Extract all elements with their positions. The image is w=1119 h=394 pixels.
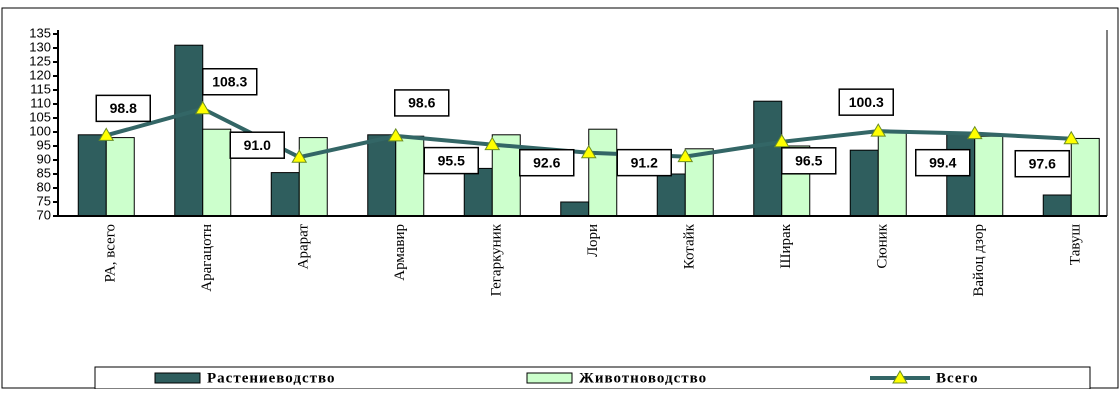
data-label: 99.4 <box>929 154 956 170</box>
data-label-box <box>519 148 575 177</box>
legend-label: Животноводство <box>579 370 707 386</box>
x-tick-label: Лори <box>585 224 601 257</box>
data-label-box <box>394 89 450 117</box>
x-tick-label: Арарат <box>296 224 312 270</box>
data-label-box <box>95 94 151 123</box>
x-tick-label: Гегаркуник <box>489 223 505 296</box>
x-tick-label: Сюник <box>875 223 891 268</box>
bar <box>463 167 493 217</box>
data-label: 98.6 <box>408 95 435 111</box>
data-label-box <box>781 147 837 175</box>
data-label-box <box>915 148 971 177</box>
x-tick-label: РА, всего <box>103 224 119 283</box>
marker <box>1063 130 1080 145</box>
x-tick-label: Арагацотн <box>199 224 215 292</box>
x-tick-label: Котайк <box>682 223 698 269</box>
y-tick-label: 95 <box>37 137 51 152</box>
bar <box>367 134 397 217</box>
y-tick-label: 105 <box>29 109 51 124</box>
y-tick-label: 130 <box>29 39 51 54</box>
legend-marker <box>892 370 908 384</box>
data-label-box <box>616 148 672 177</box>
data-label: 96.5 <box>795 153 822 169</box>
legend-label: Растениеводство <box>207 370 335 386</box>
bar <box>105 137 135 217</box>
data-label: 92.6 <box>533 154 560 170</box>
marker <box>677 148 694 163</box>
data-label: 91.0 <box>244 137 271 153</box>
bar <box>395 135 425 217</box>
bar <box>298 137 328 217</box>
legend-label: Всего <box>936 370 978 386</box>
y-tick-label: 85 <box>37 165 51 180</box>
bar <box>174 44 204 217</box>
marker <box>98 127 115 141</box>
bar <box>560 201 590 217</box>
marker <box>773 133 790 148</box>
data-label: 97.6 <box>1029 155 1056 171</box>
y-tick-label: 115 <box>30 81 51 96</box>
marker <box>580 144 597 159</box>
marker <box>194 100 211 115</box>
x-tick-label: Вайоц дзор <box>971 224 987 297</box>
x-tick-label: Ширак <box>778 223 794 268</box>
bar <box>656 173 686 217</box>
y-tick-label: 100 <box>29 123 51 138</box>
bar <box>974 135 1004 217</box>
x-tick-label: Тавуш <box>1068 224 1084 266</box>
marker <box>966 125 983 140</box>
legend-swatch <box>526 372 573 384</box>
bar <box>753 100 783 217</box>
y-tick-label: 90 <box>37 151 51 166</box>
y-tick-label: 80 <box>37 179 51 194</box>
y-tick-label: 135 <box>29 25 51 40</box>
bar <box>77 134 107 217</box>
bar <box>588 128 618 217</box>
data-label: 98.8 <box>110 100 137 116</box>
data-label: 91.2 <box>631 154 658 170</box>
y-tick-label: 120 <box>29 67 51 82</box>
data-label-box <box>838 88 894 116</box>
y-tick-label: 70 <box>37 207 51 222</box>
marker <box>484 136 501 151</box>
y-tick-label: 75 <box>37 193 51 208</box>
legend-swatch <box>154 372 201 384</box>
data-label-box <box>202 68 258 96</box>
data-label: 100.3 <box>849 94 884 110</box>
x-tick-label: Армавир <box>392 224 408 281</box>
data-label: 95.5 <box>438 152 465 168</box>
y-tick-label: 110 <box>30 95 51 110</box>
bar <box>270 172 300 217</box>
bar <box>877 131 907 217</box>
data-label-box <box>229 131 285 159</box>
data-label-box <box>423 146 479 175</box>
bar <box>1070 137 1100 217</box>
marker <box>870 123 887 137</box>
bar <box>849 149 879 217</box>
y-tick-label: 125 <box>29 53 51 68</box>
bar <box>202 128 232 217</box>
bar <box>1042 194 1072 217</box>
data-label: 108.3 <box>212 73 247 89</box>
marker <box>387 127 404 142</box>
data-label-box <box>1014 149 1070 178</box>
marker <box>291 149 308 163</box>
